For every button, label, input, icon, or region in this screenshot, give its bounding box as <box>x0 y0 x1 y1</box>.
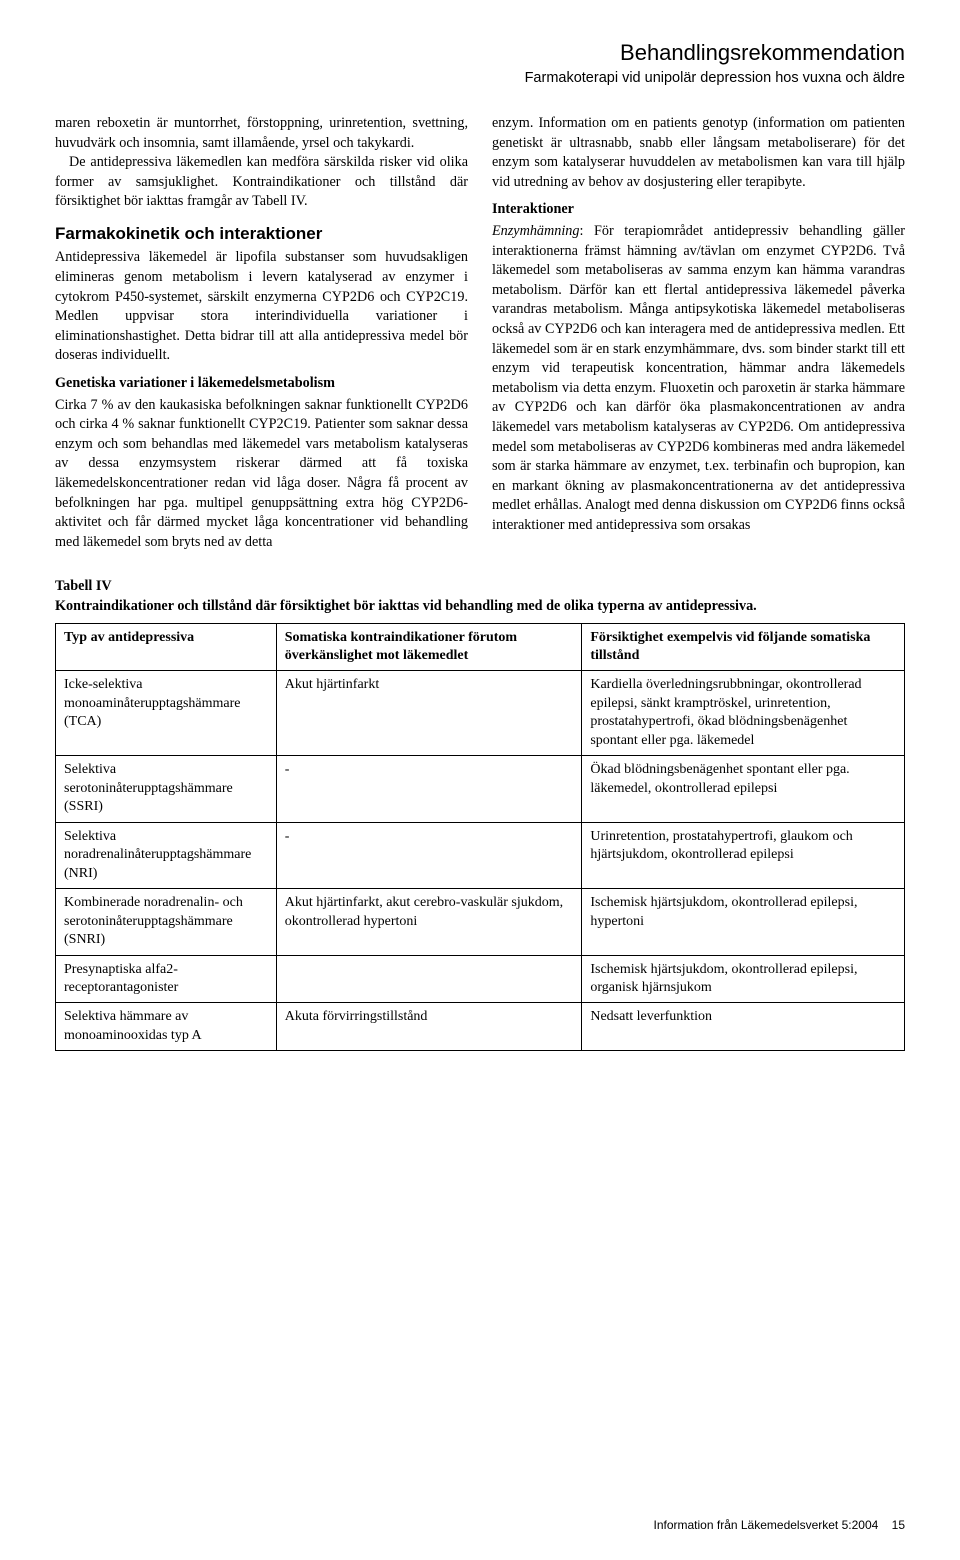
right-p2: Enzymhämning: För terapiområdet antidepr… <box>492 222 905 536</box>
col-header-caution: Försiktighet exempelvis vid följande som… <box>582 623 905 671</box>
cell-contra: Akut hjärtinfarkt <box>276 671 582 756</box>
right-p1: enzym. Information om en patients genoty… <box>492 114 905 192</box>
left-p1: maren reboxetin är muntorrhet, förstoppn… <box>55 114 468 153</box>
left-p3: Antidepressiva läkemedel är lipofila sub… <box>55 248 468 366</box>
cell-type: Presynaptiska alfa2-receptorantagonister <box>56 955 277 1003</box>
subheading-genetiska: Genetiska variationer i läkemedelsmetabo… <box>55 374 468 394</box>
footer-page-number: 15 <box>892 1518 905 1532</box>
cell-caution: Nedsatt leverfunktion <box>582 1003 905 1051</box>
footer-text: Information från Läkemedelsverket 5:2004 <box>654 1518 879 1532</box>
table-row: Presynaptiska alfa2-receptorantagonister… <box>56 955 905 1003</box>
cell-caution: Ischemisk hjärtsjukdom, okontrollerad ep… <box>582 955 905 1003</box>
cell-type: Selektiva noradrenalinåterupptagshämmare… <box>56 822 277 888</box>
table-row: Selektiva noradrenalinåterupptagshämmare… <box>56 822 905 888</box>
right-p2-body: : För terapiområdet antidepressiv behand… <box>492 223 905 533</box>
left-p4: Cirka 7 % av den kaukasiska befolkningen… <box>55 396 468 553</box>
cell-contra: Akuta förvirringstillstånd <box>276 1003 582 1051</box>
cell-type: Selektiva hämmare av monoaminooxidas typ… <box>56 1003 277 1051</box>
table-row: Icke-selektiva monoaminåterupptagshämmar… <box>56 671 905 756</box>
table-row: Kombinerade noradrenalin- och serotoninå… <box>56 889 905 955</box>
contraindications-table: Typ av antidepressiva Somatiska kontrain… <box>55 623 905 1052</box>
cell-caution: Urinretention, prostatahypertrofi, glauk… <box>582 822 905 888</box>
cell-type: Icke-selektiva monoaminåterupptagshämmar… <box>56 671 277 756</box>
col-header-contra: Somatiska kontraindikationer förutom öve… <box>276 623 582 671</box>
cell-contra <box>276 955 582 1003</box>
cell-caution: Kardiella överledningsrubbningar, okontr… <box>582 671 905 756</box>
italic-enzymhamning: Enzymhämning <box>492 223 579 239</box>
cell-type: Selektiva serotoninåterupptagshämmare (S… <box>56 756 277 822</box>
header-title: Behandlingsrekommendation <box>55 40 905 66</box>
cell-contra: - <box>276 822 582 888</box>
table-row: Selektiva hämmare av monoaminooxidas typ… <box>56 1003 905 1051</box>
header-subtitle: Farmakoterapi vid unipolär depression ho… <box>55 70 905 86</box>
left-p2: De antidepressiva läkemedlen kan medföra… <box>55 153 468 212</box>
table-section: Tabell IV Kontraindikationer och tillstå… <box>55 578 905 1051</box>
right-column: enzym. Information om en patients genoty… <box>492 114 905 552</box>
cell-contra: - <box>276 756 582 822</box>
table-row: Selektiva serotoninåterupptagshämmare (S… <box>56 756 905 822</box>
table-label: Tabell IV <box>55 578 905 595</box>
cell-caution: Ischemisk hjärtsjukdom, okontrollerad ep… <box>582 889 905 955</box>
subheading-interaktioner: Interaktioner <box>492 200 905 220</box>
section-heading-farmakokinetik: Farmakokinetik och interaktioner <box>55 222 468 245</box>
cell-caution: Ökad blödningsbenägenhet spontant eller … <box>582 756 905 822</box>
cell-contra: Akut hjärtinfarkt, akut cerebro-vaskulär… <box>276 889 582 955</box>
table-header-row: Typ av antidepressiva Somatiska kontrain… <box>56 623 905 671</box>
body-columns: maren reboxetin är muntorrhet, förstoppn… <box>55 114 905 552</box>
table-caption: Kontraindikationer och tillstånd där för… <box>55 597 905 616</box>
page-header: Behandlingsrekommendation Farmakoterapi … <box>55 40 905 86</box>
page-footer: Information från Läkemedelsverket 5:2004… <box>654 1518 906 1532</box>
col-header-type: Typ av antidepressiva <box>56 623 277 671</box>
cell-type: Kombinerade noradrenalin- och serotoninå… <box>56 889 277 955</box>
left-column: maren reboxetin är muntorrhet, förstoppn… <box>55 114 468 552</box>
